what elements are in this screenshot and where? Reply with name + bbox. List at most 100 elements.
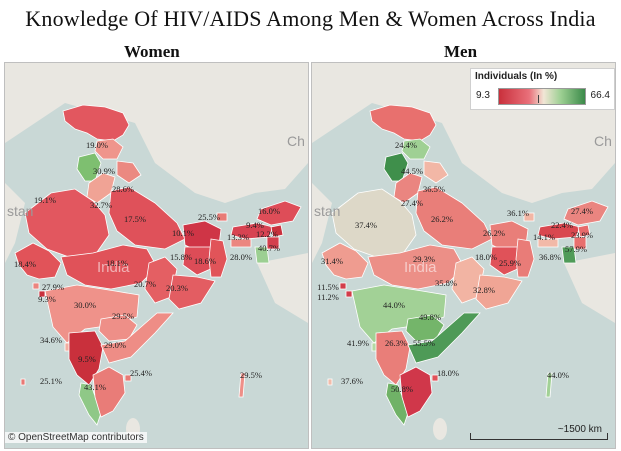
- region-gujarat[interactable]: [321, 242, 369, 280]
- region-mizoram[interactable]: [561, 246, 577, 264]
- value-label-goa: 41.9%: [347, 338, 369, 348]
- value-label-dadra-and-nagar-haveli: 11.2%: [317, 292, 339, 302]
- region-rajasthan[interactable]: [24, 188, 110, 258]
- value-label-daman-and-diu: 11.5%: [317, 282, 339, 292]
- value-label-haryana-delhi: 32.7%: [90, 200, 112, 210]
- value-label-meghalaya: 36.8%: [539, 252, 561, 262]
- region-himachal-pradesh[interactable]: [94, 138, 124, 160]
- value-label-bihar: 10.1%: [172, 228, 194, 238]
- region-jharkhand[interactable]: [489, 246, 523, 276]
- region-jammu-and-kashmir[interactable]: [369, 104, 437, 142]
- value-label-andhra-pradesh: 29.0%: [104, 340, 126, 350]
- region-mizoram[interactable]: [254, 246, 270, 264]
- region-sikkim[interactable]: [523, 212, 535, 222]
- region-andhra-pradesh[interactable]: [100, 312, 174, 364]
- value-label-sikkim: 25.5%: [198, 212, 220, 222]
- value-label-manipur: 12.2%: [256, 229, 278, 239]
- region-tamil-nadu[interactable]: [399, 366, 433, 418]
- map-attribution[interactable]: © OpenStreetMap contributors: [5, 432, 147, 443]
- value-label-lakshadweep: 25.1%: [40, 376, 62, 386]
- value-label-uttarakhand: 36.5%: [423, 184, 445, 194]
- region-gujarat[interactable]: [14, 242, 62, 280]
- region-west-bengal[interactable]: [515, 238, 535, 278]
- women-panel-title: Women: [124, 42, 180, 61]
- value-label-manipur: 23.9%: [571, 230, 593, 240]
- value-label-dadra-and-nagar-haveli: 9.3%: [38, 294, 56, 304]
- value-label-uttar-pradesh: 26.2%: [431, 214, 453, 224]
- legend-max-label: 66.4: [590, 90, 610, 101]
- value-label-andaman-and-nicobar: 29.5%: [240, 370, 262, 380]
- region-daman-and-diu[interactable]: [32, 282, 40, 290]
- value-label-lakshadweep: 37.6%: [341, 376, 363, 386]
- background-label-left: stan: [314, 203, 341, 219]
- region-lakshadweep[interactable]: [327, 378, 333, 386]
- value-label-karnataka: 9.5%: [78, 354, 96, 364]
- region-nagaland[interactable]: [577, 224, 591, 238]
- region-dadra-and-nagar-haveli[interactable]: [38, 290, 46, 298]
- men-map-svg[interactable]: [312, 63, 615, 448]
- region-rajasthan[interactable]: [331, 188, 417, 258]
- background-label-right: Ch: [287, 133, 305, 149]
- region-andaman-and-nicobar[interactable]: [238, 372, 246, 398]
- value-label-chhattisgarh: 35.8%: [435, 278, 457, 288]
- value-label-west-bengal: 18.6%: [194, 256, 216, 266]
- neighbour-land: [312, 63, 615, 323]
- value-label-assam: 14.1%: [533, 232, 555, 242]
- region-meghalaya[interactable]: [537, 238, 559, 248]
- region-kerala[interactable]: [385, 382, 409, 426]
- region-arunachal-pradesh[interactable]: [563, 200, 609, 226]
- value-label-jharkhand: 15.8%: [170, 252, 192, 262]
- region-uttarakhand[interactable]: [423, 160, 449, 184]
- value-label-rajasthan: 37.4%: [355, 220, 377, 230]
- region-sikkim[interactable]: [216, 212, 228, 222]
- country-label: India: [97, 259, 130, 276]
- sri-lanka-land: [433, 418, 447, 440]
- region-daman-and-diu[interactable]: [339, 282, 347, 290]
- region-odisha[interactable]: [168, 274, 216, 310]
- region-puducherry[interactable]: [124, 374, 132, 382]
- value-label-himachal-pradesh: 44.5%: [401, 166, 423, 176]
- value-label-maharashtra: 44.0%: [383, 300, 405, 310]
- women-map-svg[interactable]: [5, 63, 308, 448]
- value-label-daman-and-diu: 27.9%: [42, 282, 64, 292]
- region-arunachal-pradesh[interactable]: [256, 200, 302, 226]
- region-uttar-pradesh[interactable]: [415, 186, 493, 250]
- color-legend: Individuals (In %) 9.3 66.4: [470, 68, 615, 110]
- region-andaman-and-nicobar[interactable]: [545, 372, 553, 398]
- value-label-chhattisgarh: 20.7%: [134, 279, 156, 289]
- value-label-madhya-pradesh: 18.1%: [106, 258, 128, 268]
- country-label: India: [404, 259, 437, 276]
- value-label-odisha: 32.8%: [473, 285, 495, 295]
- region-jharkhand[interactable]: [182, 246, 216, 276]
- region-lakshadweep[interactable]: [20, 378, 26, 386]
- region-andhra-pradesh[interactable]: [407, 312, 481, 364]
- region-dadra-and-nagar-haveli[interactable]: [345, 290, 353, 298]
- scale-bar-line: [470, 433, 608, 440]
- region-manipur[interactable]: [266, 236, 280, 250]
- value-label-gujarat: 31.4%: [321, 256, 343, 266]
- region-west-bengal[interactable]: [208, 238, 228, 278]
- value-label-uttarakhand: 28.6%: [112, 184, 134, 194]
- value-label-jammu-and-kashmir: 19.0%: [86, 140, 108, 150]
- region-puducherry[interactable]: [431, 374, 439, 382]
- value-label-madhya-pradesh: 29.3%: [413, 254, 435, 264]
- region-odisha[interactable]: [475, 274, 523, 310]
- scale-label: ~1500 km: [557, 424, 602, 435]
- value-label-arunachal-pradesh: 16.0%: [258, 206, 280, 216]
- region-meghalaya[interactable]: [230, 238, 252, 248]
- region-uttar-pradesh[interactable]: [108, 186, 186, 250]
- men-map[interactable]: stan Ch India 24.4% 44.5% 36.5% 27.4% 37.4% 26.2…: [311, 62, 616, 449]
- region-nagaland[interactable]: [270, 224, 284, 238]
- region-kerala[interactable]: [78, 382, 102, 426]
- region-manipur[interactable]: [573, 236, 587, 250]
- value-label-haryana-delhi: 27.4%: [401, 198, 423, 208]
- region-tamil-nadu[interactable]: [92, 366, 126, 418]
- men-panel-title: Men: [444, 42, 478, 61]
- women-map[interactable]: stan Ch India 19.0% 30.9% 28.6% 32.7% 19.1% 17.5…: [4, 62, 309, 449]
- value-label-uttar-pradesh: 17.5%: [124, 214, 146, 224]
- region-jammu-and-kashmir[interactable]: [62, 104, 130, 142]
- region-himachal-pradesh[interactable]: [401, 138, 431, 160]
- value-label-kerala: 43.1%: [84, 382, 106, 392]
- legend-min-label: 9.3: [476, 90, 490, 101]
- region-uttarakhand[interactable]: [116, 160, 142, 184]
